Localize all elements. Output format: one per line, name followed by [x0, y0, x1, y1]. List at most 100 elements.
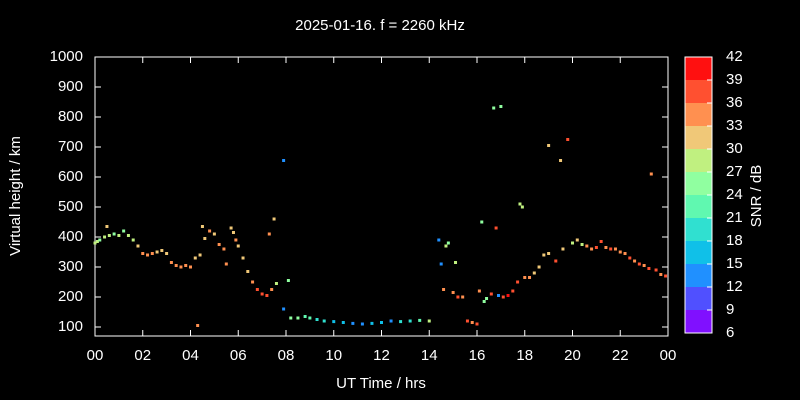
data-point	[193, 256, 197, 260]
data-point	[370, 321, 374, 325]
data-point	[506, 294, 510, 297]
x-tick-label: 22	[612, 347, 629, 364]
data-point	[165, 252, 169, 255]
data-point	[267, 232, 271, 236]
data-point	[659, 273, 663, 276]
data-point	[103, 235, 107, 239]
data-point	[146, 253, 150, 257]
data-point	[189, 265, 192, 269]
colorbar-band	[685, 103, 712, 126]
data-point	[446, 241, 450, 245]
data-point	[198, 253, 202, 257]
data-point	[454, 261, 458, 264]
data-point	[559, 159, 563, 162]
x-tick-label: 06	[230, 347, 247, 364]
data-point	[475, 322, 479, 326]
y-tick-label: 200	[58, 288, 83, 305]
data-point	[389, 319, 393, 323]
data-point	[604, 246, 608, 249]
x-axis-label: UT Time / hrs	[336, 375, 426, 392]
y-tick-label: 800	[58, 108, 83, 125]
data-point	[155, 250, 159, 254]
data-point	[628, 256, 632, 260]
x-tick-label: 14	[421, 347, 438, 364]
x-tick-label: 10	[325, 347, 342, 364]
data-point	[332, 320, 336, 324]
data-point	[274, 282, 278, 285]
data-point	[408, 319, 412, 323]
data-point	[98, 238, 102, 242]
data-point	[649, 172, 653, 176]
colorbar-tick-label: 21	[726, 209, 743, 226]
x-tick-label: 00	[87, 347, 104, 364]
data-point	[489, 292, 493, 296]
data-point	[547, 144, 551, 147]
colorbar-band	[685, 195, 712, 218]
data-point	[477, 289, 481, 293]
data-point	[439, 262, 443, 266]
data-point	[282, 307, 286, 311]
data-point	[212, 232, 216, 236]
data-point	[136, 244, 140, 248]
data-point	[208, 229, 212, 233]
data-point	[599, 240, 603, 243]
data-point	[461, 295, 465, 299]
data-point	[647, 267, 651, 270]
data-point	[633, 259, 637, 263]
colorbar-band	[685, 287, 712, 310]
data-point	[296, 316, 300, 320]
data-point	[289, 316, 293, 320]
colorbar-band	[685, 80, 712, 103]
data-point	[613, 247, 617, 251]
data-point	[122, 229, 126, 233]
data-point	[255, 288, 259, 291]
colorbar-band	[685, 264, 712, 287]
data-point	[482, 300, 486, 303]
data-point	[547, 252, 551, 255]
data-point	[594, 246, 598, 249]
data-point	[236, 244, 240, 248]
data-point	[179, 265, 183, 269]
data-point	[341, 321, 345, 324]
data-point	[437, 238, 441, 242]
data-point	[399, 320, 403, 324]
y-axis-label: Virtual height / km	[7, 136, 24, 256]
x-tick-label: 08	[278, 347, 295, 364]
colorbar-tick-label: 24	[726, 186, 743, 203]
data-point	[174, 264, 178, 267]
data-point	[270, 288, 274, 291]
colorbar-tick-label: 15	[726, 255, 743, 272]
data-point	[303, 315, 307, 318]
data-point	[444, 244, 448, 248]
colorbar-band	[685, 310, 712, 333]
data-point	[442, 288, 446, 291]
data-point	[196, 324, 200, 327]
x-tick-label: 18	[516, 347, 533, 364]
y-tick-label: 700	[58, 138, 83, 155]
data-point	[537, 265, 541, 269]
data-point	[518, 202, 522, 206]
data-point	[251, 280, 255, 284]
colorbar-tick-label: 33	[726, 117, 743, 134]
x-tick-label: 04	[182, 347, 199, 364]
data-point	[241, 256, 245, 260]
data-point	[494, 226, 498, 230]
data-point	[265, 294, 269, 297]
data-point	[485, 297, 489, 300]
colorbar-tick-label: 12	[726, 278, 743, 295]
data-point	[664, 274, 668, 278]
data-point	[308, 316, 312, 320]
colorbar-label: SNR / dB	[748, 165, 765, 228]
data-point	[229, 226, 233, 230]
data-point	[451, 291, 455, 294]
data-point	[380, 321, 383, 324]
data-point	[112, 232, 116, 236]
data-point	[260, 292, 264, 296]
data-point	[571, 241, 574, 245]
colorbar-tick-label: 36	[726, 94, 743, 111]
data-point	[554, 259, 558, 263]
data-point	[203, 237, 207, 240]
y-tick-label: 600	[58, 168, 83, 185]
data-point	[637, 262, 641, 266]
